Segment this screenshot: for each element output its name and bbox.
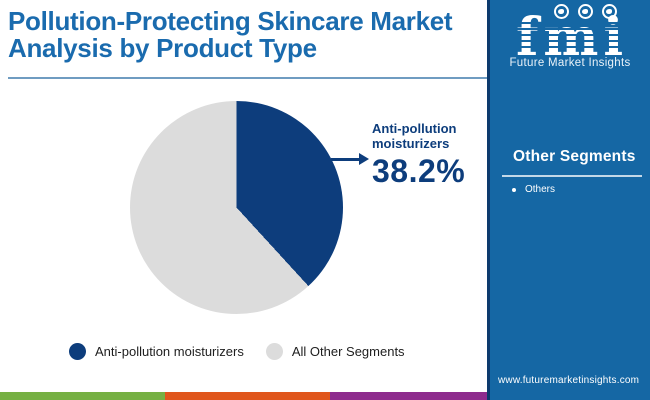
logo-subtitle: Future Market Insights (509, 57, 631, 69)
legend-label: All Other Segments (291, 344, 405, 359)
sidebar-item-label: Others (525, 184, 556, 195)
page-title: Pollution-Protecting Skincare Market Ana… (8, 6, 486, 64)
annotation-label-line-1: Anti-pollution (372, 121, 457, 136)
annotation-label-line-2: moisturizers (372, 136, 450, 152)
legend-label: Anti-pollution moisturizers (95, 344, 244, 359)
logo-stripe (508, 34, 630, 36)
annotation-value: 38.2% (372, 152, 466, 189)
logo-stripe (508, 28, 630, 30)
logo-stripe (508, 22, 630, 24)
sidebar-heading-underline (502, 175, 642, 177)
legend-dot-gray-icon (265, 343, 283, 360)
chart-legend: Anti-pollution moisturizers All Other Se… (69, 343, 405, 360)
legend-item-anti-pollution: Anti-pollution moisturizers (69, 343, 244, 360)
main-panel: Pollution-Protecting Skincare Market Ana… (0, 6, 487, 400)
sidebar-list-item: Others (512, 184, 555, 195)
footer-strip-purple (330, 392, 487, 400)
annotation-arrow-icon (359, 153, 369, 165)
pie-chart (130, 101, 343, 314)
page-title-line-2: Analysis by Product Type (8, 33, 317, 64)
logo-stripe (508, 40, 630, 42)
website-url: www.futuremarketinsights.com (498, 375, 640, 386)
footer-strip-green (0, 392, 165, 400)
sidebar-heading: Other Segments (513, 148, 636, 165)
bullet-icon (512, 187, 516, 192)
fmi-logo: fmi (516, 7, 629, 68)
legend-item-all-other: All Other Segments (265, 343, 405, 360)
globe-eastern-icon (602, 4, 617, 19)
legend-dot-navy-icon (69, 343, 86, 360)
footer-strip-orange (165, 392, 330, 400)
slice-annotation: Anti-pollution moisturizers 38.2% (372, 121, 465, 190)
logo-globe-icons (554, 4, 617, 19)
title-divider (8, 77, 487, 79)
footer-color-strips (0, 392, 487, 400)
globe-americas-icon (554, 4, 569, 19)
globe-compass-icon (578, 4, 593, 19)
logo-stripe (508, 46, 630, 48)
annotation-arrow-line (331, 158, 361, 161)
sidebar-panel: fmi Future Market Insights Other Segment… (487, 0, 650, 400)
page-title-line-1: Pollution-Protecting Skincare Market (8, 6, 453, 36)
